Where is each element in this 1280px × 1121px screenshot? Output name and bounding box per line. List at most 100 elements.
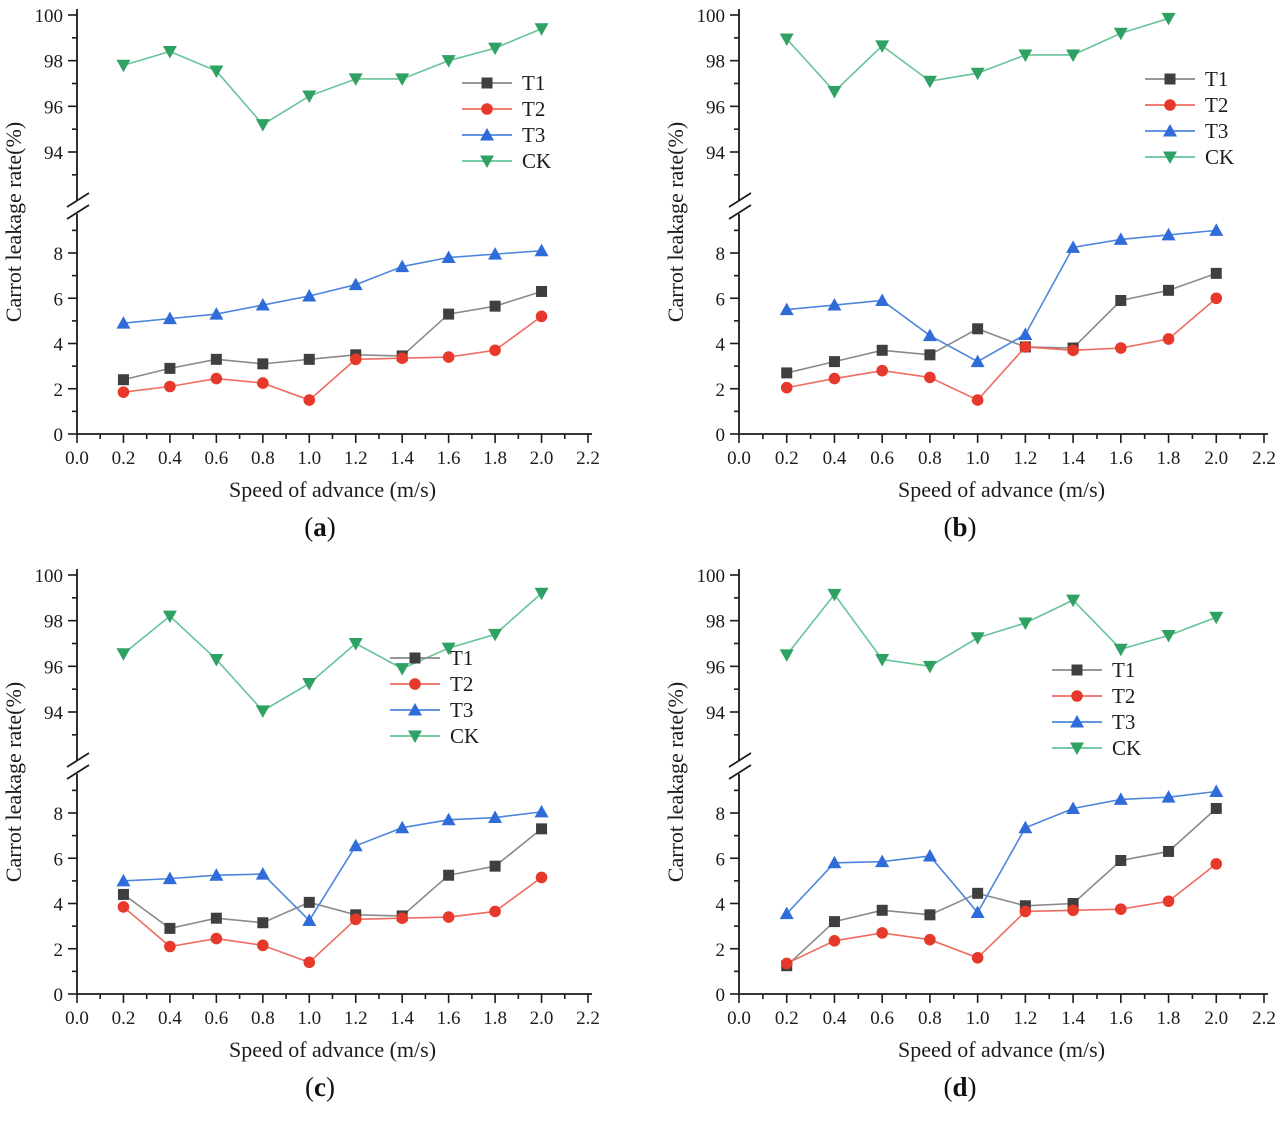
series-CK-line	[786, 593, 1217, 668]
legend-item-CK: CK	[1145, 145, 1234, 169]
series-T1-marker	[210, 353, 222, 365]
caption-close-paren: )	[967, 512, 977, 542]
series-T1-marker	[972, 323, 984, 335]
series-T1-marker	[489, 860, 501, 872]
legend-label: T3	[1205, 119, 1228, 143]
series-T3	[116, 243, 549, 329]
y-tick-label: 0	[716, 985, 726, 1006]
series-T2-marker	[164, 380, 176, 393]
series-T3-marker	[348, 277, 363, 291]
x-tick-label: 2.0	[530, 448, 554, 469]
series-T3	[779, 223, 1224, 368]
series-CK-marker	[922, 660, 937, 674]
series-T2-marker	[349, 353, 362, 366]
series-T3-marker	[488, 810, 503, 824]
chart-a-plot: 94 96 98 100 0 2 4 6 8 0.0 0.2 0.4 0.6 0.8 1.0 1.2 1.4 1.…	[1, 6, 600, 502]
x-axis-title: Speed of advance (m/s)	[229, 477, 436, 502]
x-tick-label: 0.2	[112, 1008, 136, 1029]
series-T3-marker	[395, 259, 410, 273]
series-T1-marker	[257, 917, 269, 929]
series-T2-marker	[164, 940, 176, 953]
series-T1-marker	[443, 869, 455, 881]
series-T2-marker	[117, 901, 130, 913]
y-tick-label: 98	[706, 612, 725, 633]
y-axis-title: Carrot leakage rate(%)	[1, 682, 26, 882]
series-T1	[781, 802, 1222, 972]
legend-marker-triangle-down-icon	[1070, 742, 1084, 755]
series-T2-line	[786, 863, 1217, 965]
series-T1-marker	[536, 823, 548, 835]
y-tick-label: 4	[716, 895, 726, 916]
caption-letter: c	[314, 1072, 326, 1102]
series-T1-marker	[1210, 267, 1222, 279]
legend-marker-triangle-down-icon	[1163, 151, 1177, 164]
series-T3-marker	[1209, 223, 1224, 236]
x-tick-label: 0.6	[870, 1008, 894, 1029]
x-tick-label: 0.4	[823, 1008, 847, 1029]
series-T3-marker	[922, 328, 937, 342]
x-tick-label: 0.2	[112, 448, 136, 469]
x-tick-label: 1.0	[966, 1008, 990, 1029]
legend-label: T1	[1205, 67, 1228, 91]
chart-b-plot: 94 96 98 100 0 2 4 6 8 0.0 0.2 0.4 0.6 0.8 1.0 1.2 1.4 1.…	[663, 6, 1276, 502]
series-CK-marker	[348, 638, 363, 651]
tick-labels: 94 96 98 100 0 2 4 6 8 0.0 0.2 0.4 0.6 0.8 1.0 1.2 1.4 1.…	[35, 566, 600, 1029]
legend-marker-triangle-down-icon	[408, 730, 422, 743]
legend-label: T1	[450, 646, 473, 670]
series-CK-marker	[827, 588, 842, 602]
caption-open-paren: (	[305, 1072, 314, 1102]
series-T1-marker	[1210, 802, 1222, 814]
chart-c: 94 96 98 100 0 2 4 6 8 0.0 0.2 0.4 0.6 0.8 1.0 1.2 1.4 1.…	[0, 560, 640, 1120]
x-tick-label: 0.0	[65, 1008, 89, 1029]
series-T2-marker	[971, 394, 984, 406]
series-CK-line	[122, 592, 543, 712]
series-CK-marker	[255, 705, 270, 718]
series-T2-marker	[1019, 905, 1032, 918]
axis-break-slash	[728, 192, 752, 208]
y-tick-label: 100	[35, 566, 64, 587]
legend-item-T3: T3	[462, 123, 545, 147]
legend-label: T2	[1205, 93, 1228, 117]
legend-label: CK	[450, 724, 479, 748]
x-tick-label: 1.6	[1109, 1008, 1133, 1029]
y-tick-label: 4	[54, 895, 64, 916]
axis-break-slash	[66, 192, 90, 208]
series-T3-marker	[441, 812, 456, 826]
series-T1-marker	[972, 887, 984, 899]
series-T1-marker	[489, 300, 501, 312]
series-T2-marker	[924, 371, 936, 384]
series-T1-marker	[1115, 295, 1127, 307]
series-CK	[116, 587, 549, 718]
legend-item-T2: T2	[1052, 684, 1135, 708]
x-tick-label: 1.6	[1109, 448, 1133, 469]
caption-open-paren: (	[943, 512, 953, 542]
series-T2-marker	[396, 912, 408, 925]
y-tick-label: 0	[716, 425, 726, 446]
series-T3-marker	[255, 867, 270, 880]
tick-labels: 94 96 98 100 0 2 4 6 8 0.0 0.2 0.4 0.6 0.8 1.0 1.2 1.4 1.…	[697, 6, 1276, 469]
series-T2-marker	[1115, 342, 1127, 354]
series-T3-marker	[970, 905, 985, 919]
legend-item-CK: CK	[462, 149, 551, 173]
series-CK-marker	[302, 90, 317, 104]
axes	[66, 9, 592, 435]
y-tick-label: 2	[716, 380, 726, 401]
x-tick-label: 0.2	[775, 1008, 799, 1029]
y-tick-label: 94	[706, 703, 726, 724]
series-CK-marker	[970, 67, 985, 81]
x-tick-label: 1.8	[483, 448, 507, 469]
y-tick-label: 0	[54, 985, 64, 1006]
legend-item-T3: T3	[1052, 710, 1135, 734]
series-T3-marker	[534, 804, 549, 818]
caption-letter: b	[952, 512, 968, 542]
x-axis-title: Speed of advance (m/s)	[898, 1037, 1105, 1062]
legend-item-T1: T1	[462, 71, 545, 95]
series-CK-marker	[1113, 27, 1128, 41]
series-CK-marker	[875, 653, 890, 667]
x-tick-label: 1.2	[344, 448, 368, 469]
y-tick-label: 6	[716, 849, 726, 870]
y-tick-label: 6	[54, 849, 64, 870]
series-CK-marker	[488, 42, 503, 56]
series-T3-marker	[162, 311, 177, 325]
